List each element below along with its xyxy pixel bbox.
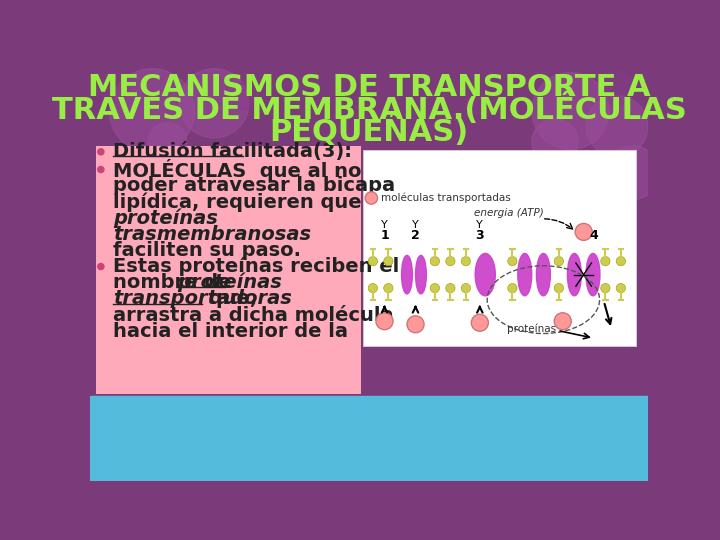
Circle shape xyxy=(179,69,249,138)
Text: nombre de: nombre de xyxy=(113,273,238,292)
Text: Y: Y xyxy=(412,220,419,230)
Text: PEQUEÑAS): PEQUEÑAS) xyxy=(269,115,469,147)
Text: Y: Y xyxy=(477,220,483,230)
Circle shape xyxy=(98,148,104,155)
Circle shape xyxy=(148,123,187,161)
Circle shape xyxy=(462,256,471,266)
Circle shape xyxy=(600,284,610,293)
Circle shape xyxy=(368,256,377,266)
Text: Difusión facilitada(3):: Difusión facilitada(3): xyxy=(113,143,352,161)
Circle shape xyxy=(586,96,648,157)
Circle shape xyxy=(600,71,634,105)
Circle shape xyxy=(98,166,104,173)
Text: lipídica, requieren que: lipídica, requieren que xyxy=(113,192,362,212)
Text: poder atravesar la bicapa: poder atravesar la bicapa xyxy=(113,176,395,195)
Circle shape xyxy=(472,314,488,331)
Text: 1: 1 xyxy=(380,230,389,242)
Circle shape xyxy=(106,157,152,204)
Circle shape xyxy=(109,69,194,153)
Text: arrastra a dicha molécula: arrastra a dicha molécula xyxy=(113,306,394,325)
Circle shape xyxy=(98,264,104,269)
FancyBboxPatch shape xyxy=(96,146,361,394)
Circle shape xyxy=(532,119,578,165)
Ellipse shape xyxy=(475,253,495,296)
Text: energia (ATP): energia (ATP) xyxy=(474,208,544,218)
Circle shape xyxy=(431,284,439,293)
Circle shape xyxy=(554,313,571,330)
Text: MOLÉCULAS  que al no: MOLÉCULAS que al no xyxy=(113,159,361,180)
Text: proteínas: proteínas xyxy=(177,273,282,293)
Circle shape xyxy=(376,313,393,330)
Text: hacia el interior de la: hacia el interior de la xyxy=(113,322,348,341)
Circle shape xyxy=(616,284,626,293)
Text: 3: 3 xyxy=(475,230,484,242)
Circle shape xyxy=(508,256,517,266)
Circle shape xyxy=(384,256,393,266)
Ellipse shape xyxy=(536,253,550,296)
Circle shape xyxy=(606,146,660,200)
Circle shape xyxy=(554,256,564,266)
Circle shape xyxy=(532,72,609,150)
Circle shape xyxy=(575,224,592,240)
Ellipse shape xyxy=(567,253,581,296)
Circle shape xyxy=(231,82,259,110)
Text: trasmembranosas: trasmembranosas xyxy=(113,225,311,244)
Text: faciliten su paso.: faciliten su paso. xyxy=(113,241,301,260)
Text: Estas proteínas reciben el: Estas proteínas reciben el xyxy=(113,257,400,276)
Circle shape xyxy=(446,256,455,266)
Ellipse shape xyxy=(586,253,600,296)
Circle shape xyxy=(462,284,471,293)
Text: proteínas: proteínas xyxy=(113,208,218,228)
Circle shape xyxy=(407,316,424,333)
Circle shape xyxy=(98,72,129,103)
FancyBboxPatch shape xyxy=(363,150,636,346)
Circle shape xyxy=(365,192,377,204)
Circle shape xyxy=(616,256,626,266)
Ellipse shape xyxy=(415,255,426,294)
Text: 4: 4 xyxy=(590,230,598,242)
Circle shape xyxy=(431,256,439,266)
Text: Y: Y xyxy=(381,220,388,230)
Circle shape xyxy=(508,284,517,293)
Text: transportadoras: transportadoras xyxy=(113,289,292,308)
Text: MECANISMOS DE TRANSPORTE A: MECANISMOS DE TRANSPORTE A xyxy=(88,73,650,103)
Text: 2: 2 xyxy=(411,230,420,242)
Circle shape xyxy=(554,284,564,293)
Circle shape xyxy=(368,284,377,293)
Circle shape xyxy=(466,92,489,115)
Circle shape xyxy=(384,284,393,293)
Circle shape xyxy=(446,284,455,293)
Circle shape xyxy=(600,256,610,266)
Text: moléculas transportadas: moléculas transportadas xyxy=(381,193,510,203)
Text: TRAVES DE MEMBRANA.(MOLÉCULAS: TRAVES DE MEMBRANA.(MOLÉCULAS xyxy=(52,93,686,125)
Bar xyxy=(90,396,648,481)
Text: proteínas: proteínas xyxy=(507,323,557,334)
Text: que,: que, xyxy=(202,289,258,308)
Ellipse shape xyxy=(518,253,532,296)
Ellipse shape xyxy=(402,255,413,294)
